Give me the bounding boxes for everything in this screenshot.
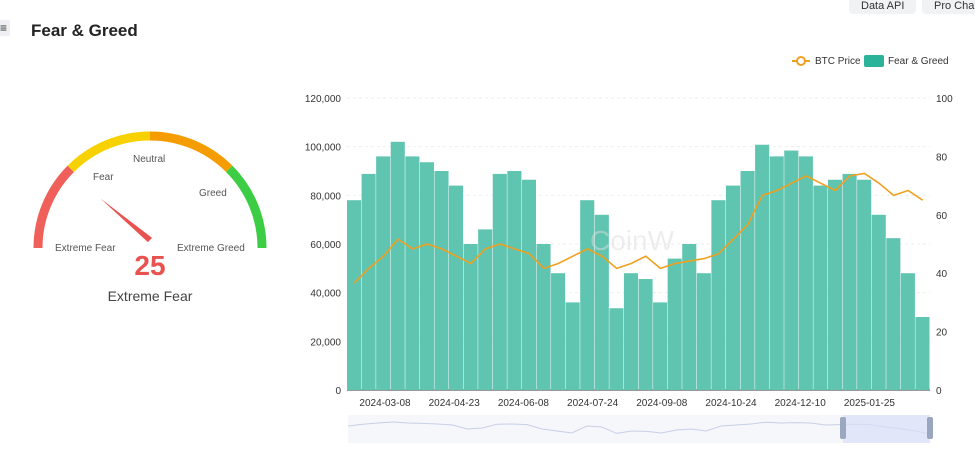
fear-greed-bar: [711, 200, 726, 390]
fear-greed-bar: [871, 214, 886, 390]
fear-greed-bar: [842, 173, 857, 390]
y-left-tick: 120,000: [305, 94, 342, 105]
y-right-tick: 20: [936, 328, 948, 339]
fear-greed-bar: [551, 273, 566, 390]
y-right-tick: 100: [936, 94, 953, 105]
fear-greed-bar: [536, 244, 551, 390]
fear-greed-bar: [492, 173, 507, 390]
x-tick: 2024-10-24: [705, 398, 757, 409]
x-tick: 2024-04-23: [429, 398, 481, 409]
fear-greed-legend-icon: [864, 55, 884, 67]
gauge-value: 25: [134, 250, 165, 281]
fear-greed-bar: [755, 144, 770, 390]
fear-greed-bar: [361, 173, 376, 390]
x-tick: 2024-12-10: [775, 398, 827, 409]
y-right-tick: 60: [936, 211, 948, 222]
fear-greed-bar: [623, 273, 638, 390]
zoom-handle-left[interactable]: [840, 417, 846, 439]
fear-greed-gauge: Extreme Fear Fear Neutral Greed Extreme …: [33, 131, 267, 304]
fear-greed-bar: [886, 238, 901, 390]
gauge-arc-segment: [33, 165, 75, 249]
fear-greed-bar: [376, 156, 391, 390]
fear-greed-bar: [638, 279, 653, 390]
gauge-arc-segment: [67, 131, 151, 173]
y-right-tick: 80: [936, 152, 948, 163]
y-left-tick: 0: [335, 386, 341, 397]
page-title: Fear & Greed: [31, 21, 138, 40]
y-left-tick: 100,000: [305, 143, 342, 154]
menu-icon[interactable]: ≡: [0, 20, 10, 36]
y-right-tick: 40: [936, 269, 948, 280]
fear-greed-bar: [347, 200, 362, 390]
y-right-tick: 0: [936, 386, 942, 397]
fear-greed-bar: [449, 185, 464, 390]
fear-greed-bar: [405, 156, 420, 390]
fear-greed-bar: [900, 273, 915, 390]
btc-price-legend-icon: [796, 56, 806, 66]
fear-greed-chart: CoinW 0 20,000 40,000 60,000 80,000 100,000 12…: [305, 55, 953, 443]
zoom-window[interactable]: [843, 415, 930, 443]
x-tick: 2024-06-08: [498, 398, 550, 409]
zone-label-neutral: Neutral: [133, 154, 165, 165]
fear-greed-bar: [827, 179, 843, 390]
zone-label-fear: Fear: [93, 172, 114, 183]
gauge-arc-segment: [149, 131, 233, 173]
fear-greed-bar: [463, 244, 478, 390]
y-left-tick: 80,000: [310, 191, 341, 202]
x-tick: 2025-01-25: [844, 398, 896, 409]
fear-greed-bar: [507, 171, 522, 390]
fear-greed-bar: [813, 185, 828, 390]
fear-greed-bar: [784, 150, 799, 390]
fear-greed-bar: [682, 244, 697, 390]
fear-greed-bar: [915, 317, 930, 390]
fear-greed-bar: [653, 302, 668, 390]
x-tick: 2024-09-08: [636, 398, 688, 409]
y-left-tick: 60,000: [310, 240, 341, 251]
gauge-arc-segment: [225, 165, 267, 249]
fear-greed-bar: [390, 141, 405, 390]
fear-greed-bar: [419, 162, 434, 390]
pro-chart-button[interactable]: Pro Chart: [922, 0, 975, 14]
fear-greed-bar: [609, 308, 624, 390]
fear-greed-bar: [667, 258, 682, 390]
x-tick: 2024-03-08: [359, 398, 411, 409]
zone-label-extreme-fear: Extreme Fear: [55, 243, 116, 254]
fear-greed-bar: [565, 302, 580, 390]
fear-greed-bar: [725, 185, 741, 390]
data-api-button[interactable]: Data API: [849, 0, 917, 14]
zoom-handle-right[interactable]: [927, 417, 933, 439]
y-left-tick: 40,000: [310, 289, 341, 300]
watermark: CoinW: [590, 225, 675, 256]
legend-btc-price[interactable]: BTC Price: [815, 56, 861, 67]
zone-label-extreme-greed: Extreme Greed: [177, 243, 245, 254]
fear-greed-bar: [580, 200, 595, 390]
fear-greed-bar: [696, 273, 711, 390]
fear-greed-bar: [434, 171, 449, 390]
y-left-tick: 20,000: [310, 337, 341, 348]
legend[interactable]: BTC Price Fear & Greed: [792, 55, 949, 67]
gauge-label: Extreme Fear: [108, 288, 193, 304]
fear-greed-bar: [740, 171, 755, 390]
fear-greed-bar: [521, 179, 536, 390]
x-tick: 2024-07-24: [567, 398, 619, 409]
fear-greed-bar: [798, 156, 813, 390]
fear-greed-bar: [857, 179, 872, 390]
btc-price-line: [353, 172, 924, 284]
legend-fear-greed[interactable]: Fear & Greed: [888, 56, 949, 67]
data-zoom-slider[interactable]: [347, 415, 933, 443]
zone-label-greed: Greed: [199, 188, 227, 199]
gauge-needle: [100, 198, 153, 243]
fear-greed-bar: [769, 156, 784, 390]
fear-greed-bar: [478, 229, 493, 390]
